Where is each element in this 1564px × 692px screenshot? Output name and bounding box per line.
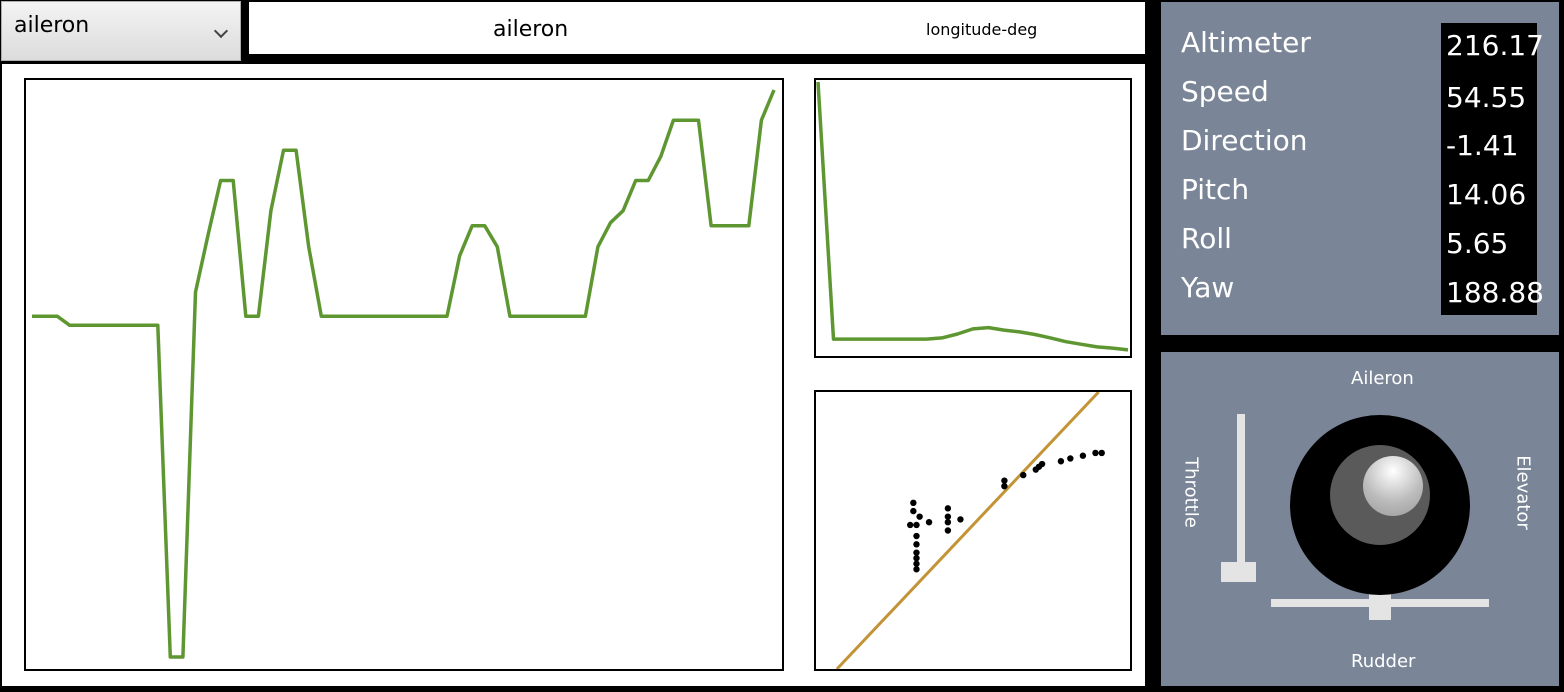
scatter-point bbox=[913, 566, 920, 573]
chevron-down-icon[interactable] bbox=[213, 23, 229, 39]
correlated-feature-title: longitude-deg bbox=[926, 20, 1038, 39]
scatter-point bbox=[913, 560, 920, 567]
regression-line bbox=[835, 392, 1100, 669]
scatter-point bbox=[1038, 460, 1046, 468]
scatter-point bbox=[913, 521, 920, 529]
feature-series-line bbox=[32, 89, 776, 659]
scatter-point bbox=[916, 513, 923, 520]
telemetry-values-box: 216.17 54.55 -1.41 14.06 5.65 188.88 bbox=[1441, 23, 1544, 315]
scatter-point bbox=[1079, 452, 1087, 459]
feature-dropdown-value: aileron bbox=[14, 13, 90, 38]
scatter-point bbox=[907, 521, 914, 529]
speed-label: Speed bbox=[1181, 75, 1269, 108]
scatter-point bbox=[1001, 477, 1008, 484]
roll-value: 5.65 bbox=[1446, 227, 1509, 260]
altimeter-value: 216.17 bbox=[1446, 29, 1544, 62]
scatter-point bbox=[944, 513, 952, 520]
joystick-knob[interactable] bbox=[1363, 456, 1423, 516]
feature-line-chart bbox=[24, 78, 784, 671]
yaw-value: 188.88 bbox=[1446, 276, 1544, 309]
feature-dropdown[interactable]: aileron bbox=[1, 1, 241, 61]
joystick-panel: Aileron Rudder Throttle Elevator bbox=[1161, 352, 1559, 686]
graph-header: aileron longitude-deg bbox=[249, 2, 1145, 54]
distribution-chart bbox=[814, 78, 1132, 358]
altimeter-label: Altimeter bbox=[1181, 26, 1311, 59]
scatter-point bbox=[1057, 458, 1065, 465]
throttle-label: Throttle bbox=[1180, 457, 1202, 528]
scatter-point bbox=[913, 555, 920, 562]
roll-label: Roll bbox=[1181, 222, 1232, 255]
scatter-point bbox=[910, 499, 917, 506]
scatter-point bbox=[944, 527, 952, 534]
scatter-point bbox=[913, 541, 920, 548]
selected-feature-title: aileron bbox=[493, 17, 569, 42]
graphs-area bbox=[2, 64, 1145, 686]
scatter-point bbox=[913, 532, 920, 540]
scatter-point bbox=[925, 518, 933, 526]
scatter-point bbox=[1067, 455, 1074, 462]
throttle-slider-track[interactable] bbox=[1237, 414, 1245, 576]
speed-value: 54.55 bbox=[1446, 81, 1527, 114]
scatter-point bbox=[1098, 449, 1105, 457]
scatter-point bbox=[944, 505, 952, 512]
scatter-point bbox=[1092, 449, 1099, 457]
distribution-series-line bbox=[816, 81, 1129, 352]
correlation-scatter-chart bbox=[814, 390, 1132, 671]
scatter-point bbox=[1001, 482, 1008, 490]
pitch-label: Pitch bbox=[1181, 173, 1250, 206]
scatter-point bbox=[913, 549, 920, 556]
direction-label: Direction bbox=[1181, 124, 1308, 157]
rudder-label: Rudder bbox=[1351, 651, 1416, 672]
pitch-value: 14.06 bbox=[1446, 178, 1527, 211]
elevator-label: Elevator bbox=[1512, 455, 1534, 530]
scatter-point bbox=[957, 516, 964, 523]
telemetry-panel: Altimeter Speed Direction Pitch Roll Yaw… bbox=[1161, 2, 1559, 335]
scatter-point bbox=[1020, 471, 1027, 479]
throttle-slider-handle[interactable] bbox=[1221, 562, 1256, 582]
scatter-point bbox=[944, 518, 952, 526]
direction-value: -1.41 bbox=[1446, 129, 1519, 162]
aileron-label: Aileron bbox=[1351, 368, 1414, 389]
scatter-point bbox=[910, 507, 917, 515]
yaw-label: Yaw bbox=[1181, 271, 1235, 304]
